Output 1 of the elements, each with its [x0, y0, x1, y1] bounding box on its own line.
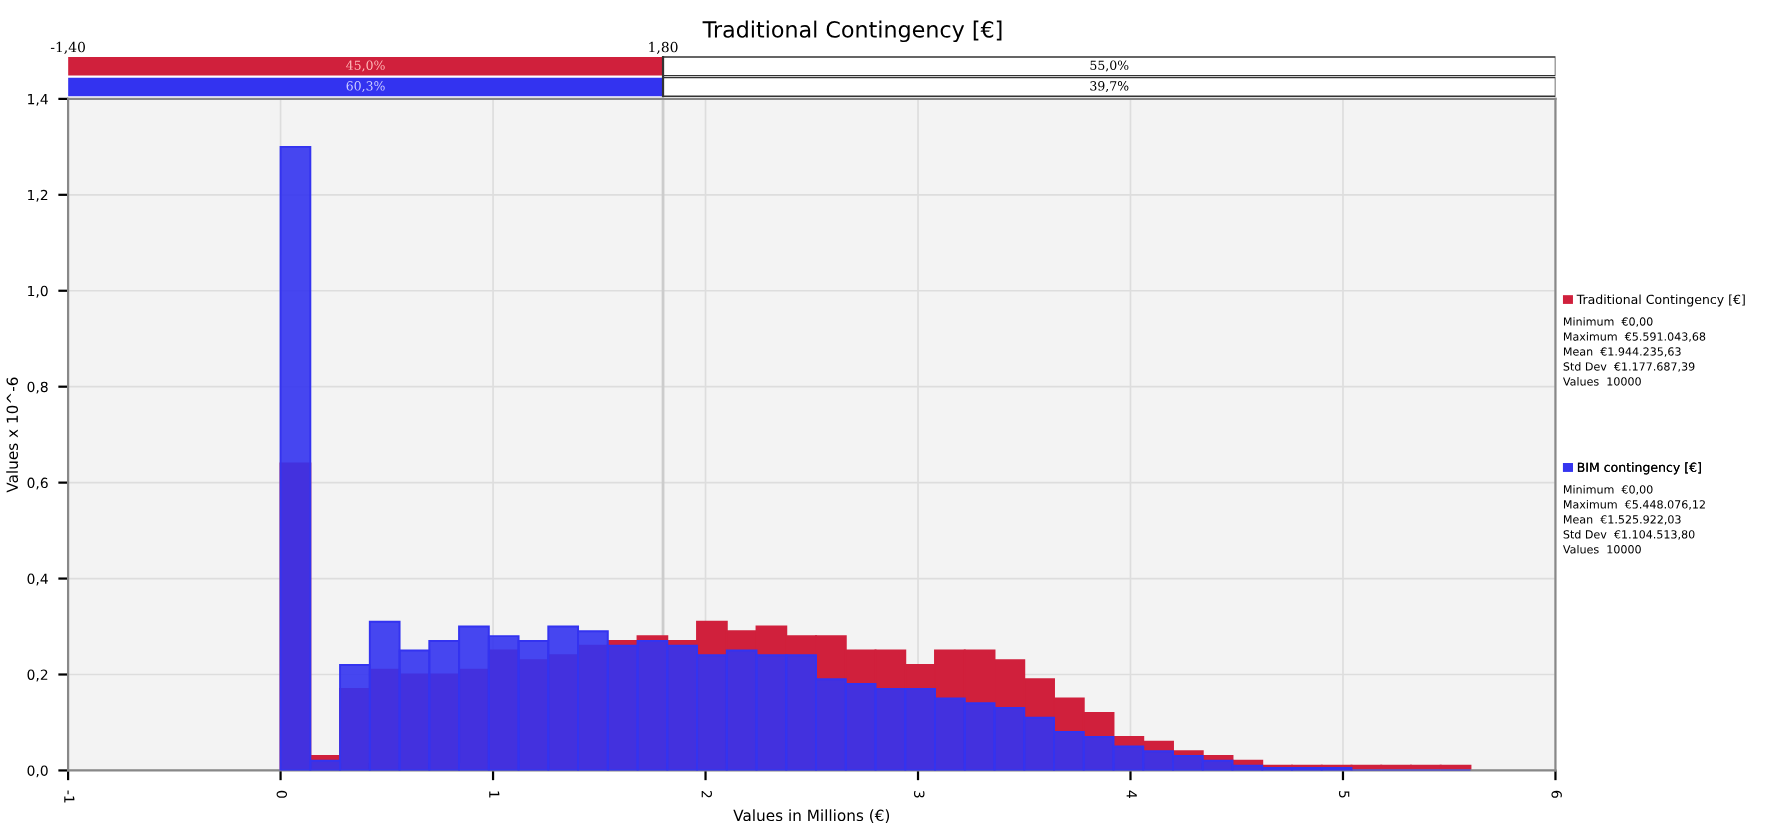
chart-title: Traditional Contingency [€] — [702, 20, 1002, 43]
